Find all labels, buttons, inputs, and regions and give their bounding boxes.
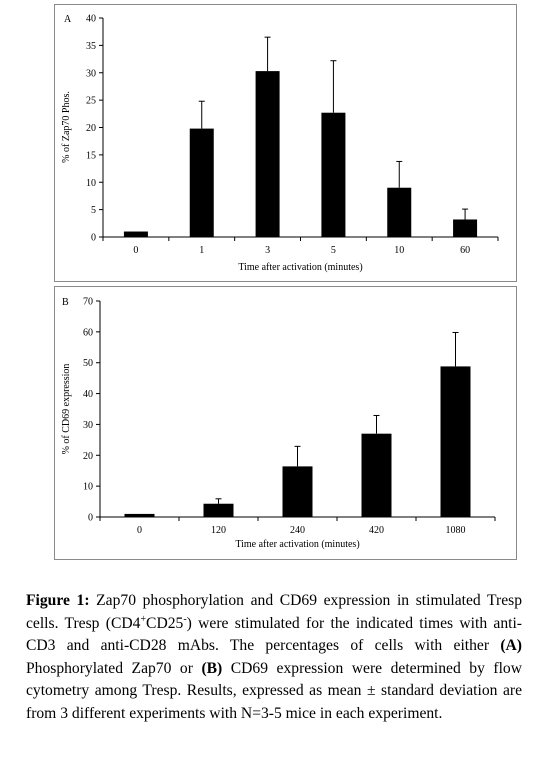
y-tick-label: 5 [91, 205, 96, 216]
x-tick-label: 420 [369, 525, 384, 536]
bar [123, 231, 148, 237]
figure-caption: Figure 1: Zap70 phosphorylation and CD69… [26, 590, 522, 726]
x-tick-label: 5 [331, 245, 336, 256]
caption-ref-b: (B) [201, 659, 223, 677]
x-tick-label: 3 [265, 245, 270, 256]
bar [361, 433, 392, 517]
x-tick-label: 10 [394, 245, 404, 256]
y-tick-label: 15 [86, 150, 96, 161]
caption-label: Figure 1: [26, 592, 90, 609]
x-tick-label: 1080 [446, 525, 466, 536]
y-tick-label: 10 [83, 482, 93, 493]
caption-text-5: CD69 expression were determined by flow … [26, 659, 522, 722]
y-axis-title: % of CD69 expression [61, 364, 72, 455]
x-tick-label: 240 [290, 525, 305, 536]
x-tick-label: 0 [137, 525, 142, 536]
caption-text-2: CD25 [146, 614, 184, 632]
x-tick-label: 0 [133, 245, 138, 256]
bar [453, 219, 478, 237]
bar [387, 187, 412, 237]
y-tick-label: 40 [83, 389, 93, 400]
x-axis-title: Time after activation (minutes) [235, 539, 359, 550]
x-tick-label: 120 [211, 525, 226, 536]
y-tick-label: 25 [86, 96, 96, 107]
y-tick-label: 70 [83, 297, 93, 308]
bar [255, 71, 280, 237]
y-tick-label: 40 [86, 14, 96, 25]
caption-text-4: Phosphorylated Zap70 or [26, 659, 202, 677]
chart-panel-b: B 0 10 20 30 40 50 60 70 0 120 240 420 1080 Time after… [54, 286, 517, 560]
caption-text-3: ) were stimulated for the indicated time… [26, 614, 522, 655]
panel-label: A [64, 14, 72, 25]
y-tick-label: 20 [83, 451, 93, 462]
y-tick-label: 30 [86, 68, 96, 79]
x-axis-title: Time after activation (minutes) [238, 262, 362, 273]
y-tick-label: 50 [83, 358, 93, 369]
y-axis-title: % of Zap70 Phos. [61, 91, 72, 163]
bar [203, 503, 234, 517]
caption-text-1: Zap70 phosphorylation and CD69 expressio… [26, 592, 522, 632]
y-tick-label: 0 [88, 513, 93, 524]
bar [189, 128, 214, 237]
panel-label: B [62, 297, 69, 308]
x-tick-label: 1 [199, 245, 204, 256]
bar [124, 513, 155, 517]
bar [321, 112, 346, 237]
y-tick-label: 30 [83, 420, 93, 431]
caption-sup-2: - [183, 613, 187, 625]
caption-sup-1: + [140, 613, 147, 625]
caption-ref-a: (A) [500, 637, 522, 655]
y-tick-label: 20 [86, 123, 96, 134]
y-tick-label: 0 [91, 233, 96, 244]
bar [440, 366, 471, 517]
y-tick-label: 10 [86, 178, 96, 189]
y-tick-label: 35 [86, 41, 96, 52]
cd69-bar-chart: B 0 10 20 30 40 50 60 70 0 120 240 420 1080 Time after… [61, 297, 496, 550]
x-tick-label: 60 [460, 245, 470, 256]
y-tick-label: 60 [83, 327, 93, 338]
bar [282, 466, 313, 517]
chart-panel-a: A 0 5 10 15 20 25 30 35 40 0 1 3 5 10 60 Time after acti… [54, 4, 517, 282]
